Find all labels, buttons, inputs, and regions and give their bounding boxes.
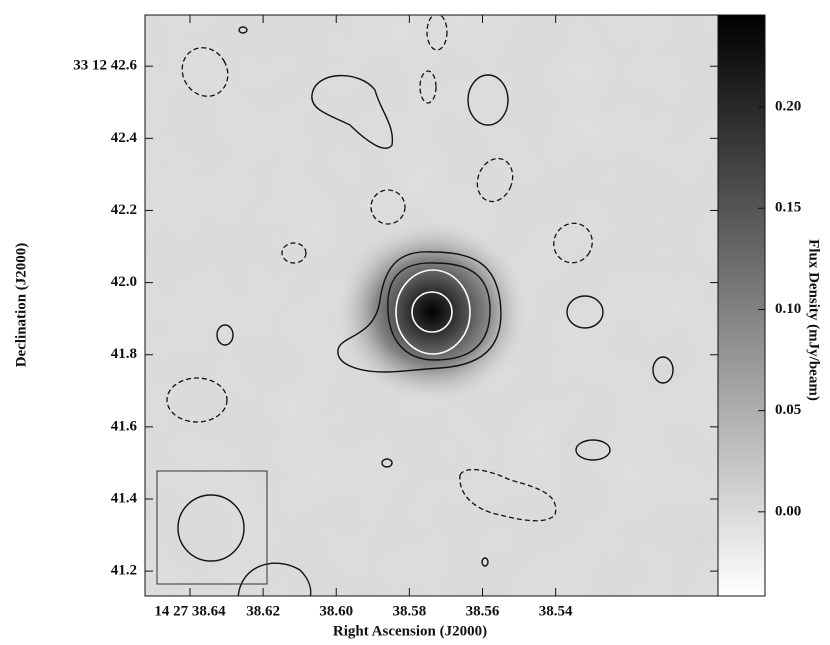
y-tick-label: 41.4	[111, 490, 138, 506]
y-tick-label: 41.6	[111, 418, 138, 434]
y-axis-label: Declination (J2000)	[13, 243, 29, 368]
y-tick-label: 42.2	[111, 202, 137, 218]
x-tick-label: 38.60	[319, 603, 353, 619]
x-tick-label: 14 27 38.64	[154, 603, 226, 619]
colorbar	[717, 14, 766, 597]
colorbar-tick-label: 0.10	[775, 301, 801, 317]
colorbar-tick-label: 0.00	[775, 503, 801, 519]
x-tick-label: 38.62	[246, 603, 280, 619]
y-tick-label: 42.0	[111, 274, 137, 290]
x-tick-label: 38.54	[539, 603, 573, 619]
colorbar-label: Flux Density (mJy/beam)	[806, 239, 822, 401]
x-tick-label: 38.58	[393, 603, 427, 619]
image	[145, 15, 718, 596]
y-tick-label: 33 12 42.6	[73, 58, 137, 74]
y-tick-label: 42.4	[111, 130, 138, 146]
y-tick-label: 41.2	[111, 563, 137, 579]
y-tick-label: 41.8	[111, 346, 137, 362]
colorbar-tick-label: 0.20	[775, 99, 801, 115]
colorbar-tick-label: 0.15	[775, 200, 801, 216]
colorbar-tick-label: 0.05	[775, 402, 801, 418]
x-axis-label: Right Ascension (J2000)	[333, 623, 487, 639]
x-tick-label: 38.56	[466, 603, 500, 619]
